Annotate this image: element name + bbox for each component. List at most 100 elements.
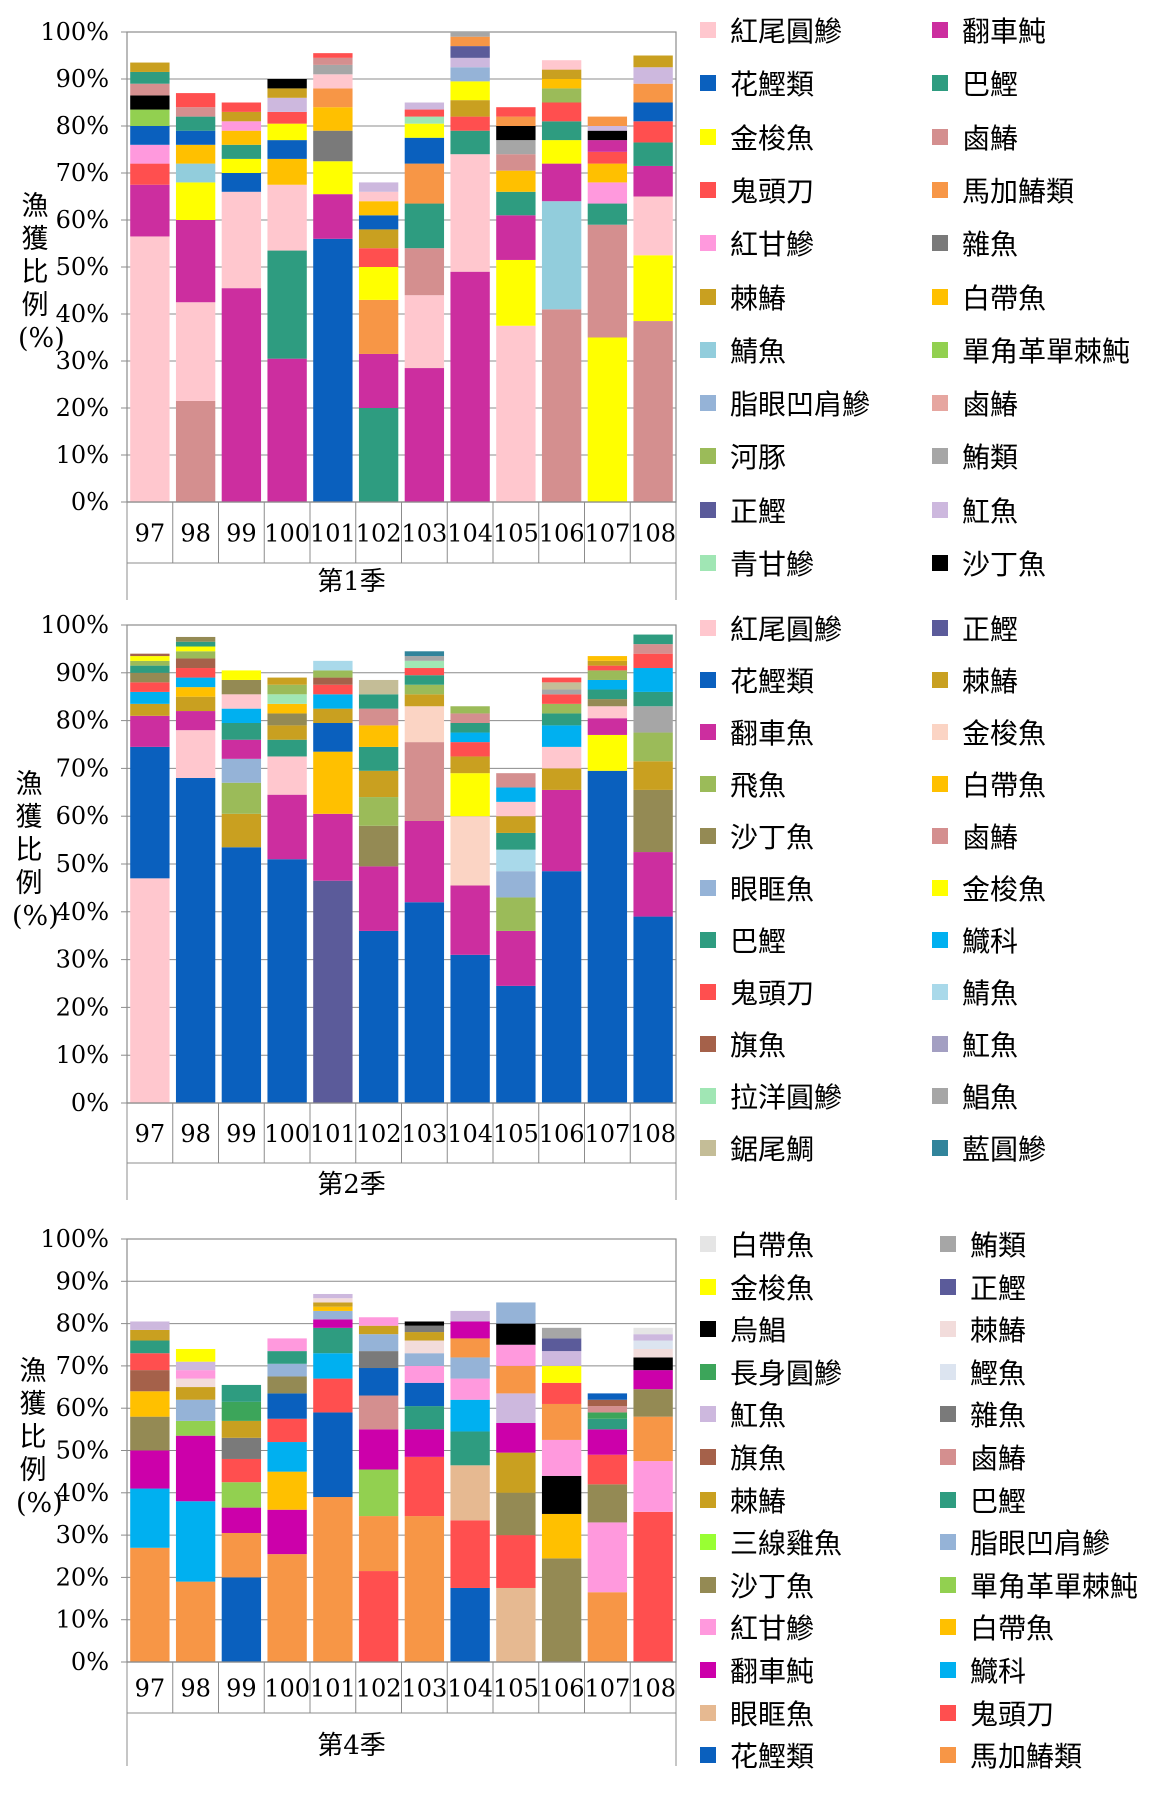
bar-segment <box>450 154 490 272</box>
bar-segment <box>358 725 399 747</box>
bar-segment <box>404 668 445 676</box>
bar-segment <box>404 1325 445 1333</box>
bar-segment <box>404 651 445 657</box>
x-tick-label: 99 <box>226 1675 257 1703</box>
chart-q1-svg: 0%10%20%30%40%50%60%70%80%90%100%97 98 99 1… <box>40 18 677 600</box>
bar-segment <box>450 742 490 757</box>
y-axis-title: 漁獲比例(%) <box>16 1356 63 1519</box>
bar-segment <box>267 725 307 740</box>
legend-label: 鯖魚 <box>730 334 787 368</box>
bar-segment <box>404 123 445 138</box>
bar-segment <box>130 62 170 72</box>
legend-item: 烏鯧 <box>700 1313 786 1347</box>
bar-segment <box>175 777 216 1103</box>
legend-swatch <box>700 880 716 896</box>
legend-label: 花鰹類 <box>730 68 815 102</box>
legend-item: 金梭魚 <box>932 716 1046 750</box>
bar-segment <box>541 703 582 714</box>
bar-segment <box>175 130 216 145</box>
bar-segment <box>130 1321 170 1330</box>
y-tick-label: 20% <box>56 394 109 422</box>
bar-segment <box>130 95 170 110</box>
legend-item: 鬼頭刀 <box>700 174 814 208</box>
y-tick-label: 0% <box>71 1648 109 1676</box>
chart-panel-q1: 0% 10% 20% 30% 40% 50% 60% 70% 80% 90% 100% 97 98 99 1… <box>0 0 1176 600</box>
legend-label: 鬼頭刀 <box>730 977 815 1010</box>
legend-item: 沙丁魚 <box>932 547 1046 581</box>
bar-segment <box>130 1391 170 1417</box>
legend-swatch <box>700 288 716 305</box>
legend-item: 花鰹類 <box>700 67 814 101</box>
legend-label: 長身圓鰺 <box>730 1356 843 1390</box>
bar-segment <box>587 699 628 707</box>
bar-segment <box>221 1458 262 1483</box>
bar-segment <box>587 734 628 771</box>
bar-segment <box>175 220 216 303</box>
bar-segment <box>313 751 353 814</box>
bar-segment <box>358 746 399 771</box>
bar-segment <box>587 203 628 225</box>
legend-swatch <box>932 128 948 145</box>
bar-segment <box>267 756 307 795</box>
legend-label: 魟魚 <box>730 1399 787 1433</box>
bar-segment <box>313 107 353 131</box>
bar-segment <box>587 1592 628 1662</box>
bar-segment <box>175 116 216 131</box>
legend-label: 正鰹 <box>962 613 1019 646</box>
legend-swatch <box>700 1704 716 1721</box>
y-tick-label: 30% <box>56 347 109 375</box>
bar-segment <box>541 121 582 141</box>
bar-segment <box>450 1399 490 1432</box>
legend-swatch <box>940 1278 956 1295</box>
legend-swatch <box>940 1747 956 1764</box>
bar-segment <box>404 694 445 707</box>
legend-swatch <box>940 1704 956 1721</box>
legend-swatch <box>932 555 948 571</box>
legend-label: 雜魚 <box>970 1399 1027 1433</box>
legend-swatch <box>700 724 716 740</box>
y-tick-label: 60% <box>56 1394 109 1422</box>
bar-segment <box>633 1348 673 1358</box>
bar-segment <box>587 679 628 690</box>
legend-item: 三線雞魚 <box>700 1526 842 1560</box>
bar-segment <box>130 184 170 237</box>
bar-segment <box>358 182 399 192</box>
bar-segment <box>496 832 536 850</box>
bar-segment <box>267 703 307 714</box>
bar-segment <box>175 668 216 678</box>
x-tick-label: 106 <box>539 1120 585 1148</box>
legend-label: 鯧魚 <box>962 1081 1019 1114</box>
bar-segment <box>587 151 628 164</box>
bar-segment <box>221 708 262 723</box>
bar-segment <box>130 878 170 1103</box>
bar-segment <box>404 203 445 249</box>
legend-swatch <box>932 235 948 252</box>
x-tick-label: 101 <box>310 520 356 548</box>
bar-segment <box>313 880 353 1103</box>
bar-segment <box>313 88 353 108</box>
bar-segment <box>541 746 582 769</box>
x-tick-label: 105 <box>493 1120 539 1148</box>
bar-segment <box>130 1370 170 1392</box>
bar-segment <box>221 782 262 814</box>
x-tick-label: 102 <box>356 1675 402 1703</box>
bar-segment <box>541 201 582 310</box>
bar-segment <box>313 194 353 239</box>
legend-q4: 白帶魚 鮪類 金梭魚 正鰹 烏鯧 棘鰆 長身圓鰺 鰹魚 魟魚 雜魚 旗魚 鹵鰆 棘鰆 巴鰹 三線雞魚 脂眼凹肩… <box>700 1228 1170 1788</box>
legend-swatch <box>940 1619 956 1636</box>
x-tick-label: 101 <box>310 1675 356 1703</box>
y-tick-label: 10% <box>56 1606 109 1634</box>
legend-swatch <box>700 984 716 1000</box>
x-tick-label: 99 <box>226 1120 257 1148</box>
bar-segment <box>221 670 262 680</box>
x-tick-label: 104 <box>447 520 493 548</box>
legend-label: 翻車魨 <box>730 1655 815 1688</box>
legend-label: 鋸尾鯛 <box>730 1133 815 1166</box>
chart-q2-svg: 0%10%20%30%40%50%60%70%80%90%100%97 98 99 1… <box>40 611 677 1200</box>
bar-segment <box>450 1465 490 1521</box>
bar-segment <box>496 773 536 788</box>
bar-segment <box>267 684 307 695</box>
bar-segment <box>404 1429 445 1457</box>
bar-segment <box>130 163 170 185</box>
bar-segment <box>450 271 490 502</box>
